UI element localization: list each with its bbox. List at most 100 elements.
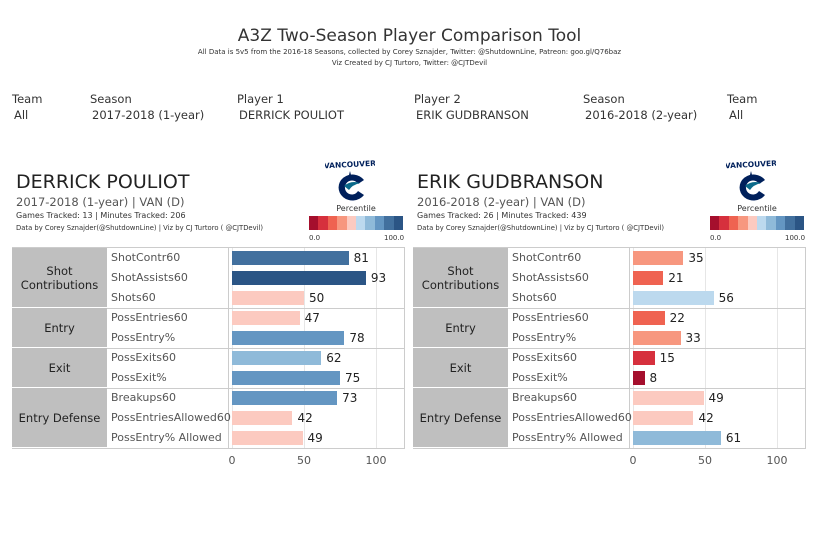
percentile-bar[interactable] [232, 311, 300, 325]
scale-swatch [356, 216, 366, 230]
metric-row: PossExit% 8 [508, 368, 806, 388]
metric-row: Shots60 50 [107, 288, 405, 308]
percentile-value: 56 [718, 291, 734, 305]
percentile-value: 49 [307, 431, 323, 445]
metric-row: PossEntry% Allowed 61 [508, 428, 806, 448]
legend-min: 0.0 [309, 234, 321, 242]
scale-swatch [327, 216, 338, 230]
percentile-value: 93 [370, 271, 387, 285]
percentile-bar[interactable] [633, 431, 721, 445]
group-separator [508, 388, 806, 389]
filter-dropdown-season[interactable]: 2017-2018 (1-year) [92, 108, 205, 122]
percentile-value: 49 [708, 391, 724, 405]
percentile-bar[interactable] [633, 311, 665, 325]
metric-row: PossEntry% 78 [107, 328, 405, 348]
percentile-value: 8 [649, 371, 658, 385]
filter-dropdown-team[interactable]: All [729, 108, 744, 122]
svg-text:VANCOUVER: VANCOUVER [325, 159, 375, 171]
metric-row: ShotAssists60 21 [508, 268, 806, 288]
scale-swatch [757, 216, 767, 230]
percentile-value: 61 [725, 431, 742, 445]
scale-swatch [318, 216, 328, 230]
metric-name: ShotAssists60 [111, 271, 188, 284]
scale-swatch [747, 216, 758, 230]
filter-dropdown-season[interactable]: 2016-2018 (2-year) [585, 108, 698, 122]
percentile-bar[interactable] [232, 331, 345, 345]
percentile-bar[interactable] [232, 271, 366, 285]
metric-row: Breakups60 49 [508, 388, 806, 408]
scale-swatch [346, 216, 357, 230]
metric-row: PossEntries60 47 [107, 308, 405, 328]
legend-title: Percentile [737, 204, 777, 213]
metric-name: PossEntry% Allowed [111, 431, 222, 444]
group-separator [107, 348, 405, 349]
metric-row: ShotAssists60 93 [107, 268, 405, 288]
percentile-bar[interactable] [232, 431, 303, 445]
comparison-table-2: Shot Contributions Entry Exit Entry Defense… [413, 247, 806, 449]
metric-row: PossEntries60 22 [508, 308, 806, 328]
svg-text:VANCOUVER: VANCOUVER [726, 159, 776, 171]
percentile-value: 81 [353, 251, 369, 265]
axis-tick-label: 100 [365, 454, 387, 467]
subtitle-credit: Viz Created by CJ Turtoro, Twitter: @CJT… [331, 59, 488, 67]
percentile-bar[interactable] [633, 251, 684, 265]
subtitle-data-source: All Data is 5v5 from the 2016-18 Seasons… [197, 48, 622, 56]
percentile-bar[interactable] [232, 411, 293, 425]
percentile-bar[interactable] [232, 371, 340, 385]
metric-name: PossEntries60 [111, 311, 188, 324]
scale-swatch [309, 216, 319, 230]
percentile-value: 22 [669, 311, 685, 325]
scale-swatch [728, 216, 739, 230]
percentile-value: 42 [698, 411, 714, 425]
percentile-bar[interactable] [633, 291, 714, 305]
percentile-bar[interactable] [633, 411, 694, 425]
category-label: Entry Defense [413, 388, 508, 448]
percentile-bar[interactable] [232, 291, 304, 305]
percentile-value: 75 [345, 371, 361, 385]
metric-row: PossEntry% 33 [508, 328, 806, 348]
percentile-value: 47 [304, 311, 320, 325]
metric-row: Breakups60 73 [107, 388, 405, 408]
percentile-value: 35 [688, 251, 704, 265]
scale-swatch [719, 216, 729, 230]
percentile-color-scale [309, 216, 404, 230]
scale-swatch [384, 216, 394, 230]
axis-tick-label: 0 [629, 454, 637, 467]
metric-name: PossEntriesAllowed60 [512, 411, 632, 424]
legend-min: 0.0 [710, 234, 722, 242]
metric-name: Breakups60 [512, 391, 578, 404]
percentile-bar[interactable] [633, 351, 655, 365]
scale-swatch [337, 216, 347, 230]
percentile-bar[interactable] [633, 371, 645, 385]
legend-max: 100.0 [384, 234, 405, 242]
percentile-value: 15 [659, 351, 675, 365]
scale-swatch [766, 216, 776, 230]
filter-dropdown-player-2[interactable]: ERIK GUDBRANSON [416, 108, 529, 122]
scale-swatch [374, 216, 385, 230]
percentile-color-scale [710, 216, 805, 230]
data-credit: Data by Corey Sznajder(@ShutdownLine) | … [16, 224, 264, 232]
percentile-bar[interactable] [232, 391, 338, 405]
axis-tick-label: 100 [766, 454, 788, 467]
axis-tick-label: 50 [297, 454, 311, 467]
axis-tick-label: 50 [698, 454, 712, 467]
player-name: DERRICK POULIOT [16, 171, 190, 193]
player-season-team: 2017-2018 (1-year) | VAN (D) [16, 195, 185, 209]
filter-dropdown-player-1[interactable]: DERRICK POULIOT [239, 108, 344, 122]
metric-name: PossEntry% Allowed [512, 431, 623, 444]
category-label: Shot Contributions [12, 248, 107, 308]
category-label: Exit [413, 348, 508, 388]
percentile-bar[interactable] [232, 251, 349, 265]
metric-name: PossEntries60 [512, 311, 589, 324]
metric-name: PossEntry% [512, 331, 577, 344]
percentile-bar[interactable] [633, 331, 681, 345]
filter-dropdown-team[interactable]: All [14, 108, 29, 122]
comparison-table-1: Shot Contributions Entry Exit Entry Defense… [12, 247, 405, 449]
player-name: ERIK GUDBRANSON [417, 171, 604, 193]
legend-max: 100.0 [785, 234, 806, 242]
percentile-bar[interactable] [232, 351, 322, 365]
percentile-bar[interactable] [633, 271, 664, 285]
metric-name: Shots60 [111, 291, 156, 304]
scale-swatch [775, 216, 786, 230]
percentile-bar[interactable] [633, 391, 704, 405]
